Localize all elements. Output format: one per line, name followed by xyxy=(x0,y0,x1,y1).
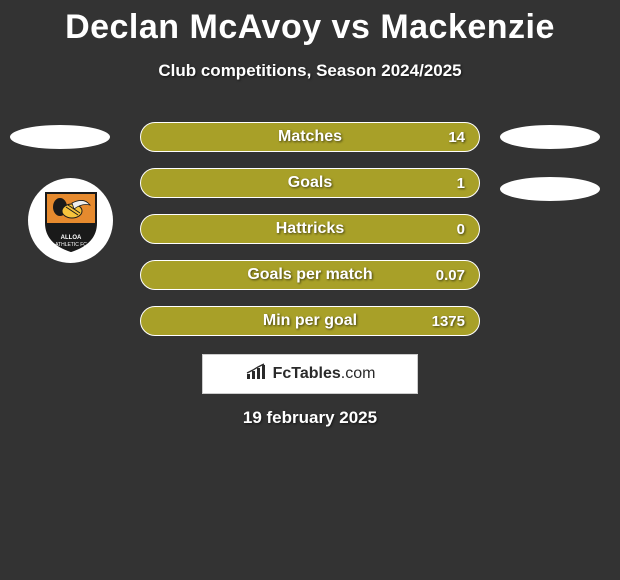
stat-value: 14 xyxy=(448,129,465,146)
branding-text: FcTables.com xyxy=(273,365,376,383)
svg-text:ALLOA: ALLOA xyxy=(60,235,81,241)
placeholder-oval xyxy=(10,125,110,149)
stat-label: Min per goal xyxy=(263,312,357,330)
placeholder-oval xyxy=(500,125,600,149)
club-badge: ALLOA ATHLETIC FC xyxy=(28,178,113,263)
shield-icon: ALLOA ATHLETIC FC xyxy=(42,189,100,253)
svg-text:ATHLETIC FC: ATHLETIC FC xyxy=(55,242,87,248)
stat-bar: Hattricks 0 xyxy=(140,214,480,244)
stat-label: Hattricks xyxy=(276,220,344,238)
stat-bar: Matches 14 xyxy=(140,122,480,152)
stat-value: 1375 xyxy=(432,313,465,330)
stat-label: Goals xyxy=(288,174,332,192)
placeholder-oval xyxy=(500,177,600,201)
stat-label: Goals per match xyxy=(247,266,372,284)
stat-value: 0 xyxy=(457,221,465,238)
subtitle: Club competitions, Season 2024/2025 xyxy=(0,61,620,81)
stat-bar: Goals 1 xyxy=(140,168,480,198)
chart-icon xyxy=(245,363,267,386)
stat-value: 0.07 xyxy=(436,267,465,284)
stats-bars: Matches 14 Goals 1 Hattricks 0 Goals per… xyxy=(140,122,480,352)
stat-bar: Goals per match 0.07 xyxy=(140,260,480,290)
page-title: Declan McAvoy vs Mackenzie xyxy=(0,0,620,47)
branding-box[interactable]: FcTables.com xyxy=(202,354,418,394)
stat-value: 1 xyxy=(457,175,465,192)
date-text: 19 february 2025 xyxy=(0,408,620,428)
stat-label: Matches xyxy=(278,128,342,146)
stat-bar: Min per goal 1375 xyxy=(140,306,480,336)
